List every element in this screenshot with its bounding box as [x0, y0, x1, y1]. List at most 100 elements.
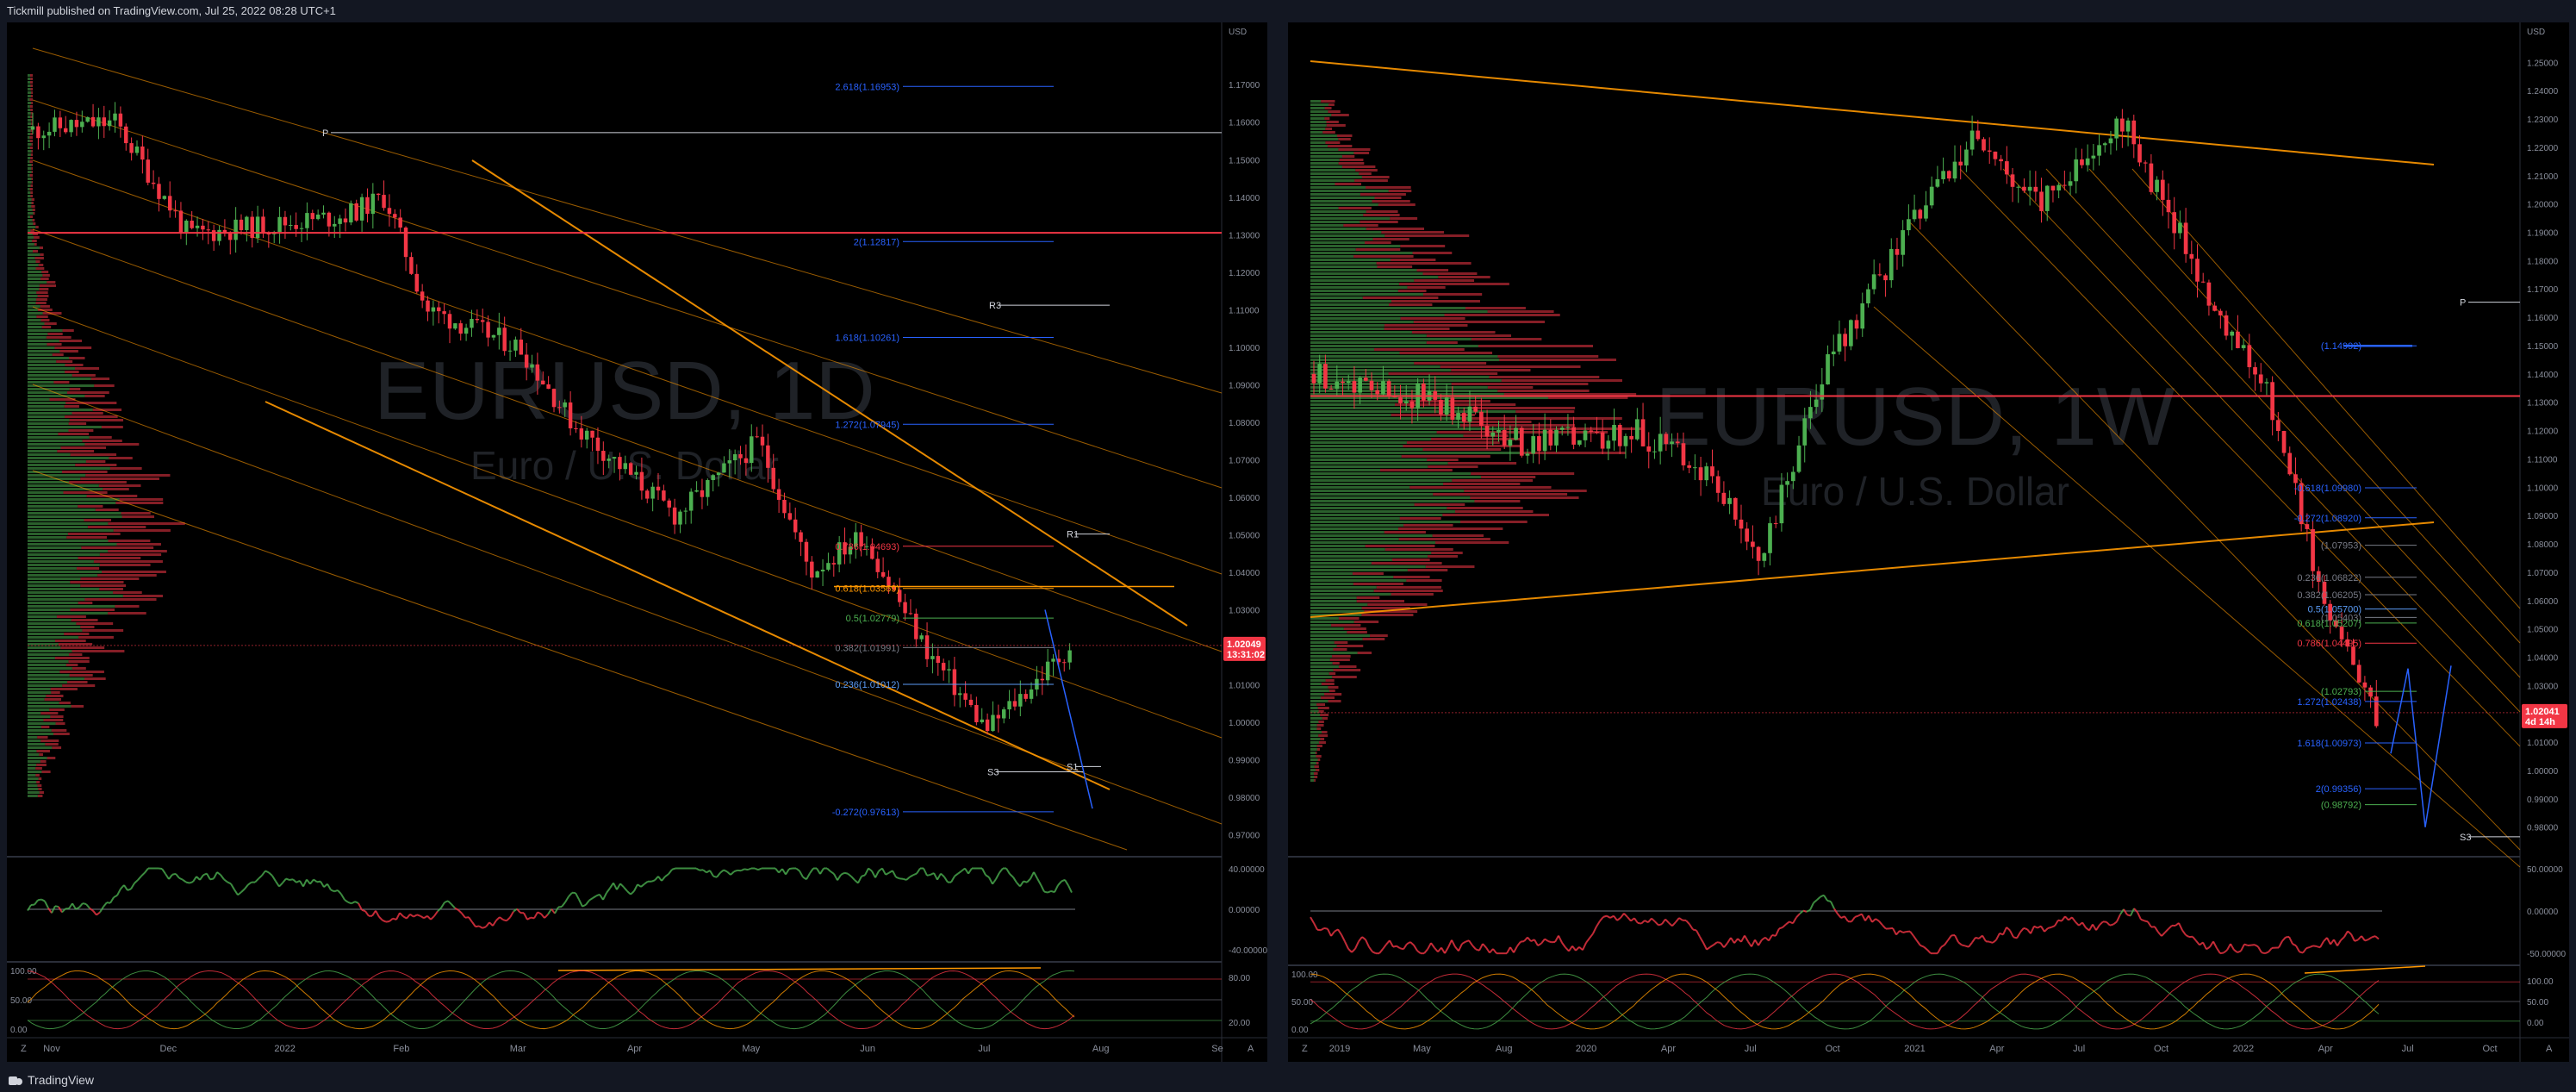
rsi-line-segment	[1358, 936, 1363, 942]
volume-profile-bar-up	[28, 74, 30, 77]
rsi-line-segment	[320, 881, 325, 888]
rsi-line-segment	[1409, 941, 1415, 946]
candle-body	[431, 307, 436, 312]
candle-body	[897, 590, 902, 602]
rsi-line-segment	[1558, 935, 1563, 944]
volume-profile-bar-up	[1310, 421, 1464, 423]
candle-body	[201, 225, 205, 230]
volume-profile-bar-up	[28, 109, 31, 111]
volume-profile-bar-down	[1336, 134, 1353, 137]
volume-profile-bar-down	[1362, 638, 1385, 640]
volume-profile-bar-down	[49, 708, 65, 711]
volume-profile-bar-up	[1310, 472, 1472, 475]
candle-body	[848, 546, 853, 555]
fib-level-label: -0.618(1.09980)	[2294, 484, 2361, 494]
candle-body	[250, 216, 254, 239]
chart-panel-daily[interactable]: EURUSD, 1D Euro / U.S. Dollar USD 1.17000 1.…	[7, 22, 1267, 1062]
volume-profile-bar-up	[1310, 159, 1340, 161]
volume-profile-bar-down	[1400, 245, 1446, 247]
volume-profile-bar-down	[1376, 262, 1472, 265]
stoch-line	[27, 970, 1075, 1030]
volume-profile-bar-down	[31, 198, 34, 201]
rsi-line-segment	[1664, 918, 1670, 924]
candle-body	[338, 218, 342, 224]
volume-profile-bar-down	[80, 477, 159, 480]
volume-profile-bar-down	[40, 712, 59, 714]
rsi-line-segment	[1754, 939, 1759, 946]
auto-scale-button[interactable]: A	[2546, 1044, 2553, 1054]
rsi-line-segment	[930, 872, 935, 876]
chart-panel-weekly[interactable]: EURUSD, 1W Euro / U.S. Dollar USD 1.25000 1.…	[1288, 22, 2569, 1062]
candle-body	[1479, 411, 1484, 426]
rsi-line-segment	[2285, 935, 2290, 939]
volume-profile-bar-down	[29, 140, 33, 142]
volume-profile-bar-down	[1328, 103, 1335, 106]
rsi-line-segment	[1668, 921, 1673, 927]
rsi-line-segment	[668, 869, 673, 875]
volume-profile-bar-down	[31, 167, 33, 170]
rsi-line-segment	[999, 867, 1004, 874]
rsi-line-segment	[850, 876, 856, 881]
rsi-line-segment	[264, 870, 270, 874]
tradingview-logo[interactable]: TradingView	[9, 1069, 94, 1092]
volume-profile-bar-down	[72, 374, 96, 377]
volume-profile-bar-up	[1310, 721, 1319, 723]
volume-profile-bar-up	[28, 236, 34, 239]
volume-profile-bar-up	[28, 791, 40, 794]
volume-profile-bar-up	[28, 633, 65, 635]
rsi-line-segment	[585, 899, 590, 906]
candle-body	[426, 300, 430, 312]
rsi-line-segment	[1423, 948, 1428, 954]
time-tick-label: Jul	[978, 1044, 990, 1054]
volume-profile-bar-down	[1426, 334, 1512, 337]
candle-body	[294, 225, 298, 229]
rsi-line-segment	[2164, 927, 2169, 933]
channel-line	[32, 159, 1223, 575]
volume-profile-bar-down	[38, 777, 42, 780]
volume-profile-bar-up	[28, 650, 72, 652]
rsi-line-segment	[123, 884, 128, 891]
zoom-button[interactable]: Z	[21, 1044, 27, 1054]
rsi-line-segment	[2305, 945, 2311, 950]
fib-level-label: 2.618(1.16953)	[835, 82, 899, 92]
volume-profile-bar-down	[41, 771, 51, 773]
volume-profile-bar-down	[64, 405, 79, 408]
candle-body	[80, 122, 84, 128]
rsi-line-segment	[44, 901, 49, 908]
candle-body	[974, 705, 979, 722]
volume-profile-bar-up	[1310, 121, 1327, 123]
rsi-line-segment	[2016, 932, 2021, 939]
candle-body	[310, 213, 315, 220]
volume-profile-bar-down	[1315, 752, 1317, 754]
volume-profile-bar-up	[1310, 521, 1460, 523]
rsi-line-segment	[754, 867, 759, 871]
volume-profile-bar-up	[28, 715, 51, 718]
candle-body	[74, 120, 79, 128]
channel-line	[264, 401, 1111, 790]
volume-profile-bar-up	[1310, 707, 1318, 709]
zoom-button[interactable]: Z	[1302, 1044, 1308, 1054]
price-tick-label: 1.18000	[2527, 257, 2559, 266]
rsi-line-segment	[447, 900, 452, 905]
auto-scale-button[interactable]: A	[1248, 1044, 1254, 1054]
channel-line	[1310, 521, 2435, 618]
volume-profile-bar-up	[1310, 676, 1333, 678]
volume-profile-bar-up	[1310, 241, 1365, 244]
fib-level-label: (1.07953)	[2321, 541, 2361, 552]
volume-profile-bar-down	[84, 598, 157, 601]
volume-profile-bar-up	[1310, 693, 1325, 696]
volume-profile-bar-up	[1310, 496, 1471, 499]
candle-body	[1796, 445, 1801, 472]
rsi-trendline	[557, 967, 1042, 971]
candle-body	[2264, 382, 2269, 384]
candle-body	[239, 219, 244, 230]
candle-body	[1883, 275, 1888, 281]
channel-line	[2088, 168, 2521, 644]
fib-level-label: 1.272(1.07945)	[835, 420, 899, 430]
volume-profile-bar-down	[78, 602, 93, 604]
rsi-line-segment	[716, 872, 721, 878]
rsi-line-segment	[623, 886, 628, 892]
rsi-line-segment	[1040, 884, 1045, 892]
